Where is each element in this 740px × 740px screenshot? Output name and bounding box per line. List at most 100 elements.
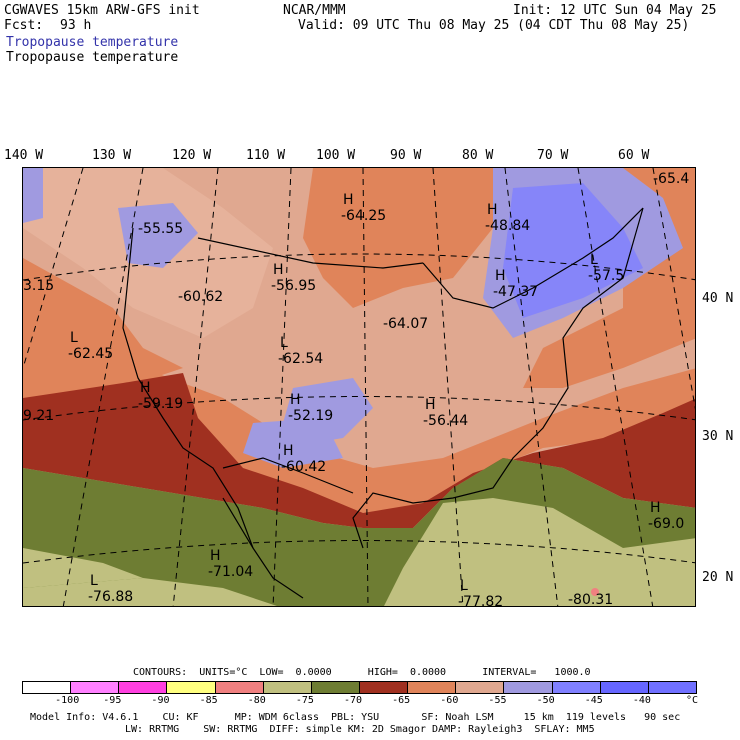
- colorbar-label: -65: [392, 695, 411, 706]
- high-marker: H: [425, 397, 436, 413]
- model-info-2: LW: RRTMG SW: RRTMG DIFF: simple KM: 2D …: [125, 724, 595, 735]
- lat-label-20n: 20 N: [702, 570, 734, 585]
- colorbar-swatch: [599, 681, 649, 694]
- colorbar-label: -90: [151, 695, 170, 706]
- colorbar-label: -50: [536, 695, 555, 706]
- high-marker: H: [283, 443, 294, 459]
- temperature-value: -48.84: [485, 218, 530, 234]
- field-band-75-b: [384, 498, 695, 606]
- low-marker: L: [590, 252, 598, 268]
- low-marker: L: [70, 330, 78, 346]
- colorbar-swatch: [22, 681, 72, 694]
- colorbar-label: -95: [103, 695, 122, 706]
- high-marker: H: [650, 500, 661, 516]
- high-marker: H: [487, 202, 498, 218]
- colorbar-swatch: [262, 681, 312, 694]
- forecast-hours: 93 h: [60, 18, 92, 33]
- colorbar-swatch: [70, 681, 120, 694]
- high-marker: H: [140, 380, 151, 396]
- init-time: Init: 12 UTC Sun 04 May 25: [513, 3, 717, 18]
- temperature-value: -64.25: [341, 208, 386, 224]
- temperature-value: -60.42: [281, 459, 326, 475]
- map-labels: H-64.25 H-48.84-55.55-65.4H-56.95-60.62H-…: [23, 171, 689, 607]
- temperature-value: -55.55: [138, 221, 183, 237]
- temperature-value: 9.21: [23, 408, 54, 424]
- field-band-75-c: [23, 578, 277, 606]
- field-title-primary: Tropopause temperature: [6, 35, 179, 50]
- temperature-value: 3.15: [23, 278, 54, 294]
- colorbar-swatch: [455, 681, 505, 694]
- low-marker: L: [280, 335, 288, 351]
- temperature-value: -76.88: [88, 589, 133, 605]
- colorbar-unit: °C: [686, 695, 699, 706]
- temperature-value: -57.5: [588, 268, 624, 284]
- forecast-label: Fcst:: [4, 18, 44, 33]
- field-band-60-south: [143, 368, 695, 518]
- colorbar-label: -80: [247, 695, 266, 706]
- colorbar-label: -40: [632, 695, 651, 706]
- lon-label-70w: 70 W: [537, 148, 569, 163]
- temperature-value: -80.31: [568, 592, 613, 607]
- model-info: Model Info: V4.6.1 CU: KF MP: WDM 6class…: [30, 712, 681, 723]
- colorbar-swatch: [647, 681, 697, 694]
- colorbar-swatch: [166, 681, 216, 694]
- colorbar-swatch: [214, 681, 264, 694]
- map-canvas: H-64.25 H-48.84-55.55-65.4H-56.95-60.62H-…: [23, 168, 695, 607]
- lon-label-140w: 140 W: [4, 148, 44, 163]
- colorbar-swatch: [359, 681, 409, 694]
- temperature-value: -69.0: [648, 516, 684, 532]
- coastlines: [122, 207, 644, 599]
- temperature-value: -59.19: [138, 396, 183, 412]
- lat-label-30n: 30 N: [702, 429, 734, 444]
- warm-spot: [591, 588, 599, 596]
- temperature-value: -56.95: [271, 278, 316, 294]
- colorbar-label: -60: [440, 695, 459, 706]
- lon-label-60w: 60 W: [618, 148, 650, 163]
- temperature-value: -77.82: [458, 594, 503, 607]
- lon-label-80w: 80 W: [462, 148, 494, 163]
- temperature-value: -60.62: [178, 289, 223, 305]
- field-band-45-northwest: [23, 168, 43, 223]
- high-marker: H: [273, 262, 284, 278]
- lat-label-40n: 40 N: [702, 291, 734, 306]
- graticule: [23, 168, 695, 606]
- field-band-60-north: [303, 168, 493, 308]
- colorbar-swatch: [551, 681, 601, 694]
- colorbar-label: -100: [55, 695, 80, 706]
- temperature-value: -64.07: [383, 316, 428, 332]
- colorbar-swatch: [503, 681, 553, 694]
- colorbar-label: -70: [344, 695, 363, 706]
- colorbar-swatch: [118, 681, 168, 694]
- temperature-value: -65.4: [653, 171, 689, 187]
- temperature-value: -62.54: [278, 351, 323, 367]
- temperature-value: -62.45: [68, 346, 113, 362]
- tropopause-temperature-map: H -64.25 H -48.84 -55.55 -65.4 H -56.95 -60.62 H -…: [22, 167, 696, 607]
- lon-label-130w: 130 W: [92, 148, 132, 163]
- field-band-45-plains: [243, 418, 343, 468]
- field-title-secondary: Tropopause temperature: [6, 50, 179, 65]
- high-marker: H: [495, 268, 506, 284]
- temperature-value: -56.44: [423, 413, 468, 429]
- colorbar-label: -75: [295, 695, 314, 706]
- field-band-75: [23, 548, 143, 588]
- model-title: CGWAVES 15km ARW-GFS init: [4, 3, 200, 18]
- contours-info: CONTOURS: UNITS=°C LOW= 0.0000 HIGH= 0.0…: [133, 667, 591, 678]
- colorbar-swatch: [407, 681, 457, 694]
- low-marker: L: [460, 578, 468, 594]
- lon-label-120w: 120 W: [172, 148, 212, 163]
- lon-label-110w: 110 W: [246, 148, 286, 163]
- high-marker: H: [343, 192, 354, 208]
- temperature-value: -47.37: [493, 284, 538, 300]
- lon-label-90w: 90 W: [390, 148, 422, 163]
- colorbar-label: -85: [199, 695, 218, 706]
- field-band-45-pacnw: [118, 203, 198, 268]
- org-label: NCAR/MMM: [283, 3, 346, 18]
- colorbar-label: -55: [488, 695, 507, 706]
- high-marker: H: [210, 548, 221, 564]
- colorbar-swatch: [310, 681, 360, 694]
- temperature-value: -71.04: [208, 564, 253, 580]
- colorbar-label: -45: [584, 695, 603, 706]
- field-band-40-northeast: [503, 183, 643, 318]
- temperature-value: -52.19: [288, 408, 333, 424]
- field-band-65: [23, 373, 695, 528]
